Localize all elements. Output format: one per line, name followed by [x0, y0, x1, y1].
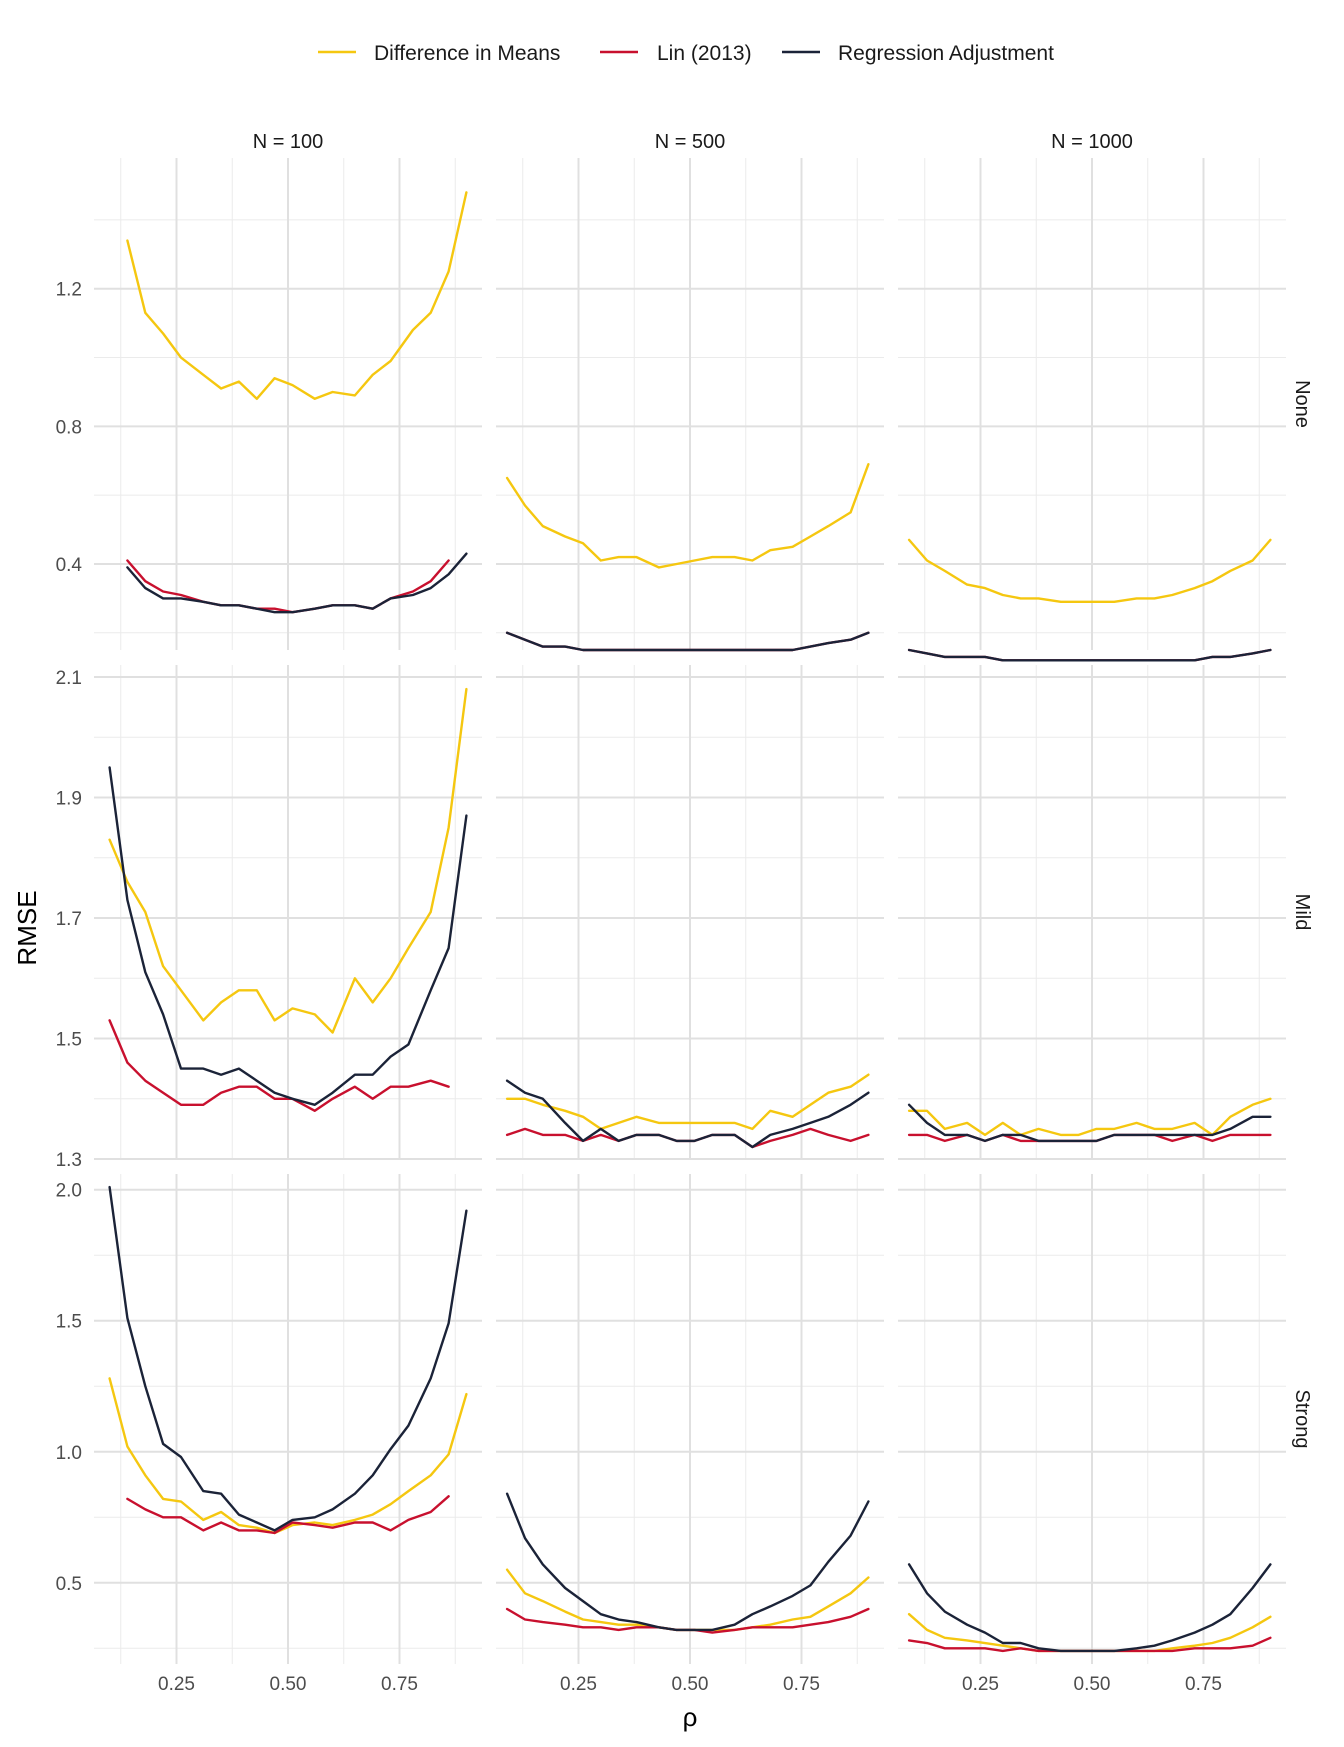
series-line-regression-adjustment — [108, 1185, 468, 1532]
series-line-lin-2013 — [108, 1019, 450, 1113]
y-tick-label: 0.5 — [56, 1574, 82, 1595]
x-tick-label: 0.75 — [381, 1674, 418, 1695]
series-line-regression-adjustment — [907, 1563, 1272, 1653]
x-tick-label: 0.50 — [270, 1674, 307, 1695]
legend-label: Difference in Means — [374, 42, 560, 65]
series-line-difference-in-means — [907, 1097, 1272, 1137]
x-tick-label: 0.75 — [783, 1674, 820, 1695]
x-tick-label: 0.25 — [962, 1674, 999, 1695]
series-line-lin-2013 — [907, 648, 1272, 662]
panel-none-n-500 — [496, 158, 884, 652]
series-line-lin-2013 — [505, 1127, 870, 1149]
panel-strong-n-500 — [496, 1174, 884, 1664]
y-tick-label: 0.8 — [56, 417, 82, 438]
strip-label-n-100: N = 100 — [253, 131, 324, 153]
series-line-regression-adjustment — [505, 1492, 870, 1632]
panel-strong-n-1000 — [898, 1174, 1286, 1664]
series-line-lin-2013 — [126, 1495, 450, 1535]
strip-label-n-500: N = 500 — [655, 131, 726, 153]
x-tick-label: 0.25 — [158, 1674, 195, 1695]
series-line-difference-in-means — [505, 1073, 870, 1131]
strip-label-none: None — [1291, 380, 1313, 428]
x-tick-label: 0.75 — [1185, 1674, 1222, 1695]
series-line-regression-adjustment — [108, 766, 468, 1107]
x-axis-title: ρ — [683, 1702, 698, 1732]
series-line-regression-adjustment — [907, 648, 1272, 662]
series-line-difference-in-means — [108, 687, 468, 1034]
y-tick-label: 1.5 — [56, 1030, 82, 1051]
y-tick-label: 1.5 — [56, 1312, 82, 1333]
legend-item-regression-adjustment: Regression Adjustment — [782, 42, 1054, 65]
panel-none-n-1000 — [898, 158, 1286, 662]
strip-label-mild: Mild — [1291, 894, 1313, 931]
series-line-difference-in-means — [907, 538, 1272, 603]
y-tick-label: 1.2 — [56, 280, 82, 301]
panel-grid: N = 100 N = 500 N = 1000 None Mild Strong 0.4 0… — [56, 131, 1313, 1695]
series-line-regression-adjustment — [907, 1103, 1272, 1143]
series-line-difference-in-means — [505, 463, 870, 569]
x-tick-label: 0.50 — [672, 1674, 709, 1695]
legend: Difference in Means Lin (2013) Regression … — [318, 42, 1054, 65]
series-line-difference-in-means — [126, 191, 468, 400]
panel-mild-n-500 — [496, 665, 884, 1160]
y-tick-label: 1.0 — [56, 1443, 82, 1464]
y-tick-label: 0.4 — [56, 555, 83, 576]
series-line-regression-adjustment — [505, 631, 870, 652]
legend-label: Lin (2013) — [657, 42, 752, 65]
y-tick-label: 2.0 — [56, 1181, 82, 1202]
series-line-difference-in-means — [907, 1612, 1272, 1653]
y-tick-label: 2.1 — [56, 668, 82, 689]
y-tick-label: 1.7 — [56, 909, 82, 930]
series-line-regression-adjustment — [505, 1079, 870, 1149]
panel-mild-n-1000 — [898, 665, 1286, 1160]
x-tick-label: 0.25 — [560, 1674, 597, 1695]
legend-label: Regression Adjustment — [838, 42, 1054, 65]
legend-item-lin-2013: Lin (2013) — [600, 42, 752, 65]
panel-strong-n-100 — [94, 1174, 482, 1664]
legend-item-difference-in-means: Difference in Means — [318, 42, 560, 65]
y-tick-label: 1.3 — [56, 1150, 82, 1171]
x-tick-label: 0.50 — [1074, 1674, 1111, 1695]
y-axis-title: RMSE — [12, 890, 42, 965]
strip-label-n-1000: N = 1000 — [1051, 131, 1133, 153]
panel-mild-n-100 — [94, 665, 482, 1160]
series-line-regression-adjustment — [126, 552, 468, 614]
panel-none-n-100 — [94, 158, 482, 650]
y-tick-label: 1.9 — [56, 789, 82, 810]
strip-label-strong: Strong — [1291, 1390, 1313, 1449]
